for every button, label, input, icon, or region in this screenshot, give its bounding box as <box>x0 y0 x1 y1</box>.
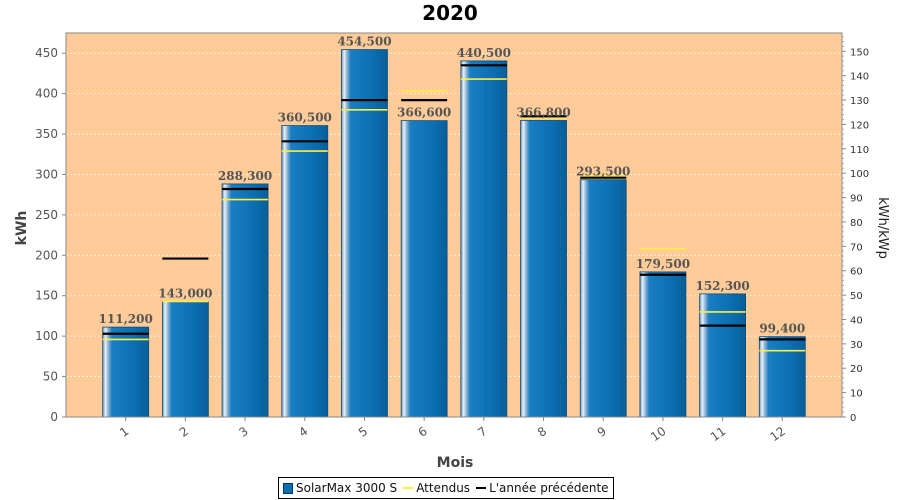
x-tick-label-12: 12 <box>767 424 788 444</box>
bar-8 <box>520 120 567 418</box>
y-axis-title: kWh <box>14 211 30 246</box>
chart-title: 2020 <box>422 1 478 25</box>
bar-3 <box>221 183 269 418</box>
bar-6 <box>400 120 448 418</box>
y-tick-label: 50 <box>43 370 58 384</box>
data-label-5: 454,500 <box>337 35 391 49</box>
x-tick-label-8: 8 <box>535 424 549 440</box>
data-label-10: 179,500 <box>636 257 690 271</box>
y2-tick-label: 60 <box>850 267 863 278</box>
x-tick-label-9: 9 <box>595 424 609 440</box>
x-tick-label-2: 2 <box>177 424 191 440</box>
y-tick-label: 300 <box>35 167 58 181</box>
legend-label-bars: SolarMax 3000 S <box>296 481 398 495</box>
x-tick-label-11: 11 <box>708 424 729 444</box>
legend-item-expected: Attendus <box>403 481 470 495</box>
y2-tick-label: 90 <box>850 194 863 205</box>
legend-item-bars: SolarMax 3000 S <box>283 481 397 495</box>
x-tick-label-5: 5 <box>356 424 370 440</box>
data-label-8: 366,800 <box>516 105 570 119</box>
legend-item-previous: L'année précédente <box>476 481 609 495</box>
y-tick-label: 200 <box>35 248 58 262</box>
y2-tick-label: 70 <box>850 242 863 253</box>
legend: SolarMax 3000 S Attendus L'année précéde… <box>278 477 614 499</box>
legend-swatch-bars <box>283 482 293 494</box>
legend-swatch-expected <box>403 487 414 489</box>
y2-tick-label: 150 <box>850 47 869 58</box>
bar-2 <box>161 300 209 418</box>
y2-tick-label: 110 <box>850 145 869 156</box>
y-tick-label: 100 <box>35 329 58 343</box>
y-tick-label: 0 <box>50 410 58 424</box>
bar-12 <box>758 336 806 418</box>
data-label-7: 440,500 <box>457 46 511 60</box>
legend-label-expected: Attendus <box>416 481 471 495</box>
x-tick-label-6: 6 <box>416 424 430 440</box>
data-label-11: 152,300 <box>695 279 749 293</box>
bar-4 <box>281 125 329 418</box>
y2-tick-label: 120 <box>850 120 869 131</box>
data-label-4: 360,500 <box>278 111 332 125</box>
bar-11 <box>699 293 747 418</box>
bar-9 <box>579 179 627 418</box>
x-tick-label-10: 10 <box>648 424 669 444</box>
y-tick-label: 350 <box>35 127 58 141</box>
y2-tick-label: 0 <box>850 413 856 424</box>
y2-tick-label: 20 <box>850 364 863 375</box>
y2-tick-label: 100 <box>850 169 869 180</box>
data-label-1: 111,200 <box>99 312 153 326</box>
y-axis-left: 0 50 100 150 200 250 300 350 400 450 <box>35 33 67 424</box>
y2-tick-label: 40 <box>850 315 863 326</box>
y2-tick-label: 50 <box>850 291 863 302</box>
y2-tick-label: 80 <box>850 218 863 229</box>
x-axis: 1 2 3 4 5 6 7 8 9 10 11 12 <box>66 416 842 444</box>
y-tick-label: 250 <box>35 208 58 222</box>
y2-tick-label: 10 <box>850 389 863 400</box>
x-axis-title: Mois <box>437 455 474 471</box>
marker-lines <box>102 64 806 352</box>
data-label-3: 288,300 <box>218 169 272 183</box>
y-tick-label: 450 <box>35 46 58 60</box>
bar-10 <box>639 271 687 418</box>
legend-swatch-previous <box>476 487 487 489</box>
legend-label-previous: L'année précédente <box>489 481 609 495</box>
data-label-6: 366,600 <box>397 106 451 120</box>
data-labels: 111,200 143,000 288,300 360,500 454,500 366,6… <box>99 35 806 336</box>
y2-tick-label: 140 <box>850 72 869 83</box>
x-tick-label-4: 4 <box>296 424 310 440</box>
y-axis-right: 0 10 20 30 40 50 60 70 80 90 100 110 120 130 140 150 <box>841 33 869 424</box>
bar-1 <box>102 326 150 418</box>
x-tick-label-1: 1 <box>117 424 131 440</box>
bar-5 <box>341 49 388 418</box>
x-tick-label-3: 3 <box>237 424 251 440</box>
y2-tick-label: 130 <box>850 96 869 107</box>
y2-tick-label: 30 <box>850 340 863 351</box>
y-tick-label: 150 <box>35 289 58 303</box>
bar-7 <box>460 60 508 418</box>
data-label-9: 293,500 <box>576 165 630 179</box>
data-label-2: 143,000 <box>158 286 212 300</box>
y-tick-label: 400 <box>35 87 58 101</box>
x-tick-label-7: 7 <box>475 424 489 440</box>
y2-axis-title: kWh/kWp <box>875 197 890 259</box>
data-label-12: 99,400 <box>759 322 805 336</box>
